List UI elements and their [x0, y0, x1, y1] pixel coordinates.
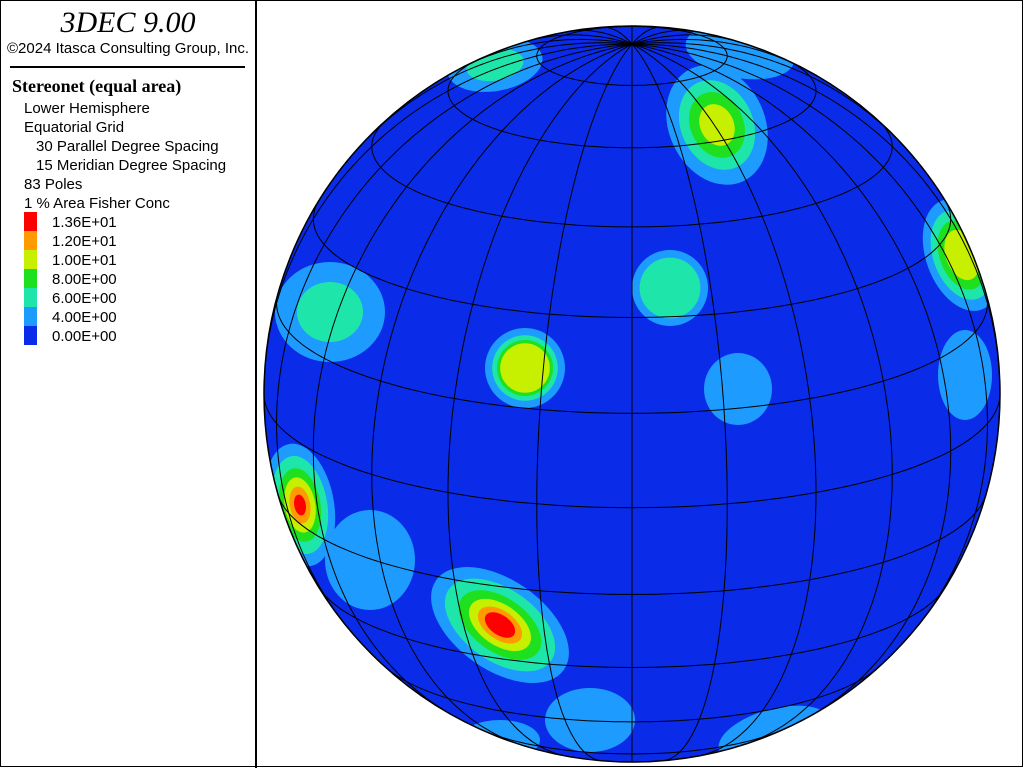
parallel	[447, 57, 817, 149]
contour-region	[484, 612, 516, 638]
meridian	[312, 43, 633, 724]
contour-region	[704, 353, 772, 425]
legend-line: 15 Meridian Degree Spacing	[36, 157, 226, 174]
color-swatch	[24, 231, 37, 250]
color-swatch	[24, 269, 37, 288]
meridian	[631, 43, 817, 758]
legend: Lower Hemisphere Equatorial Grid 30 Parall…	[24, 100, 226, 345]
legend-title: Stereonet (equal area)	[12, 76, 181, 97]
scale-label: 1.36E+01	[52, 214, 117, 231]
contour-region	[294, 494, 306, 516]
legend-line: 83 Poles	[24, 176, 82, 193]
color-swatch	[24, 326, 37, 345]
legend-line: Lower Hemisphere	[24, 100, 150, 117]
parallel	[384, 665, 880, 723]
app-title: 3DEC 9.00	[60, 6, 196, 39]
meridian	[631, 43, 893, 747]
scale-label: 4.00E+00	[52, 309, 117, 326]
contour-region	[297, 282, 363, 342]
parallel	[264, 393, 1000, 509]
copyright: ©2024 Itasca Consulting Group, Inc.	[7, 40, 249, 57]
contour-region	[938, 330, 992, 420]
stereonet	[264, 26, 1000, 762]
scale-label: 8.00E+00	[52, 271, 117, 288]
parallel	[371, 118, 893, 228]
parallel	[276, 492, 988, 595]
meridian	[631, 43, 989, 647]
legend-line: 1 % Area Fisher Conc	[24, 195, 170, 212]
meridian	[631, 43, 952, 724]
scale-label: 6.00E+00	[52, 290, 117, 307]
legend-line: Equatorial Grid	[24, 119, 124, 136]
color-swatch	[24, 212, 37, 231]
parallel	[536, 26, 728, 86]
contour-region	[699, 104, 735, 146]
parallel	[312, 198, 952, 319]
scale-label: 1.20E+01	[52, 233, 117, 250]
meridian	[447, 43, 633, 758]
parallel	[475, 726, 789, 755]
contour-region	[545, 688, 635, 752]
color-swatch	[24, 288, 37, 307]
contour-region	[325, 510, 415, 610]
contour-region	[639, 257, 701, 319]
parallel	[317, 585, 947, 669]
color-swatch	[24, 307, 37, 326]
meridian	[371, 43, 633, 747]
meridian	[264, 43, 633, 413]
scale-label: 1.00E+01	[52, 252, 117, 269]
meridian	[275, 43, 633, 647]
contour-region	[500, 343, 550, 393]
meridian	[631, 43, 1000, 413]
scale-label: 0.00E+00	[52, 328, 117, 345]
net-outline	[263, 25, 1001, 763]
parallel	[275, 291, 989, 414]
color-swatch	[24, 250, 37, 269]
legend-line: 30 Parallel Degree Spacing	[36, 138, 219, 155]
